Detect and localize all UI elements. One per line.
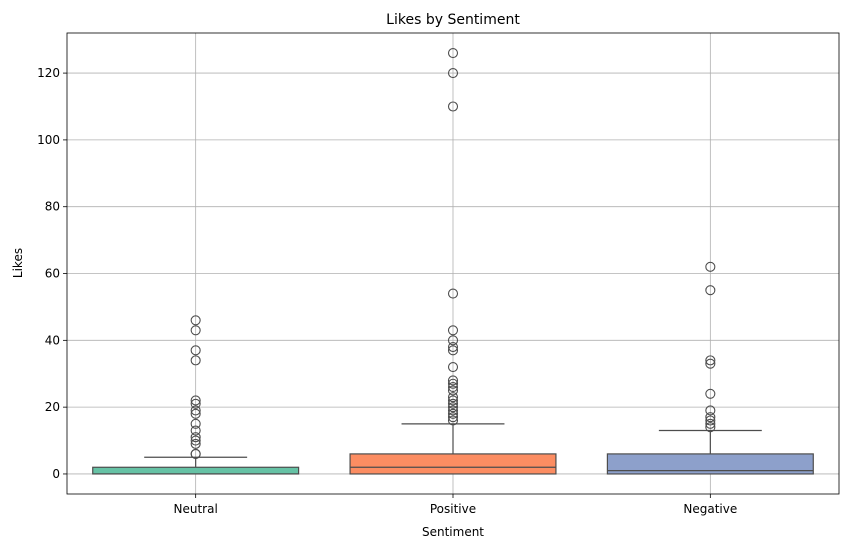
y-tick-label: 0 <box>52 467 60 481</box>
outlier-point <box>190 408 201 419</box>
outlier-point <box>447 68 459 79</box>
y-tick-label: 20 <box>45 400 60 414</box>
outlier-point <box>190 418 201 429</box>
y-tick-label: 120 <box>37 66 60 80</box>
outlier-point <box>190 315 201 326</box>
box-positive <box>349 47 557 475</box>
outlier-point <box>190 435 201 446</box>
box-neutral <box>92 315 300 475</box>
outlier-point <box>705 261 716 272</box>
grid <box>67 33 839 494</box>
box-iqr <box>92 466 300 475</box>
outlier-point <box>705 388 716 399</box>
box-iqr <box>606 453 814 475</box>
outlier-point <box>190 325 201 336</box>
outlier-point <box>447 415 459 426</box>
outlier-point <box>705 355 716 366</box>
y-tick-label: 60 <box>45 267 60 281</box>
outlier-point <box>705 405 716 416</box>
x-tick-label: Negative <box>683 502 737 516</box>
y-tick-label: 100 <box>37 133 60 147</box>
outlier-point <box>447 405 459 416</box>
x-tick-label: Neutral <box>174 502 218 516</box>
outlier-point <box>447 408 459 419</box>
ticks: 0 20 40 60 80 100 120 Neutral Positive Negative <box>37 66 737 516</box>
outlier-point <box>190 432 201 443</box>
outlier-point <box>705 418 716 429</box>
outlier-point <box>447 375 459 386</box>
outlier-point <box>447 392 459 403</box>
outlier-point <box>447 345 459 356</box>
outlier-point <box>447 398 459 409</box>
outlier-point <box>190 398 201 409</box>
chart-title: Likes by Sentiment <box>386 12 520 28</box>
outlier-point <box>705 412 716 423</box>
outlier-point <box>447 325 459 336</box>
outlier-point <box>447 382 459 393</box>
outlier-point <box>705 358 716 369</box>
y-axis-label: Likes <box>11 248 25 278</box>
outlier-point <box>190 395 201 406</box>
outlier-point <box>447 412 459 423</box>
outlier-point <box>447 385 459 396</box>
box-negative <box>606 261 814 475</box>
outlier-point <box>447 362 459 373</box>
outlier-point <box>447 288 459 299</box>
outlier-point <box>705 285 716 296</box>
outlier-point <box>190 438 201 449</box>
outlier-point <box>190 425 201 436</box>
boxes <box>92 47 814 475</box>
outlier-point <box>447 335 459 346</box>
outlier-point <box>447 101 459 112</box>
outlier-point <box>190 448 201 459</box>
x-tick-label: Positive <box>430 502 476 516</box>
outlier-point <box>705 422 716 433</box>
outlier-point <box>190 355 201 366</box>
outlier-point <box>447 378 459 389</box>
outlier-point <box>447 402 459 413</box>
y-tick-label: 40 <box>45 333 60 347</box>
x-axis-label: Sentiment <box>422 525 484 539</box>
outlier-point <box>447 395 459 406</box>
outlier-point <box>447 47 459 59</box>
outlier-point <box>705 415 716 426</box>
box-iqr <box>349 453 557 475</box>
y-tick-label: 80 <box>45 200 60 214</box>
outlier-point <box>190 345 201 356</box>
outlier-point <box>447 341 459 353</box>
outlier-point <box>190 405 201 416</box>
